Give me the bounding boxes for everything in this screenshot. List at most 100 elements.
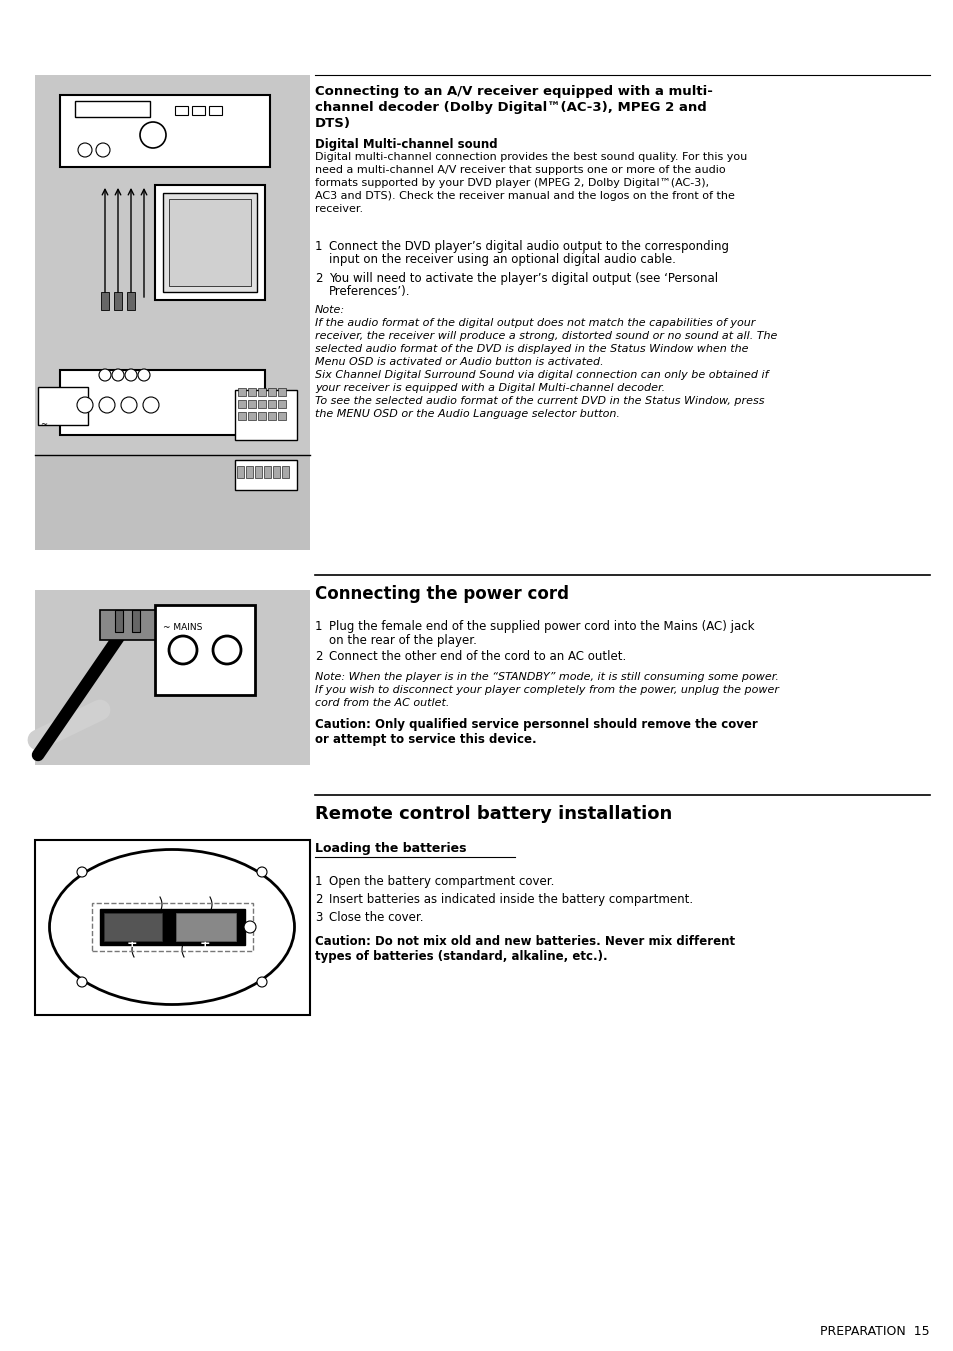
Text: To see the selected audio format of the current DVD in the Status Window, press: To see the selected audio format of the … [314,396,763,407]
Text: If the audio format of the digital output does not match the capabilities of you: If the audio format of the digital outpu… [314,317,755,328]
Bar [264,466,271,478]
Text: Note: When the player is in the “STANDBY” mode, it is still consuming some power: Note: When the player is in the “STANDBY… [314,671,778,682]
Text: 2: 2 [314,650,322,663]
Bar [35,590,310,765]
Bar [234,390,296,440]
Text: DTS): DTS) [314,118,351,130]
Bar [268,412,275,420]
Bar [35,76,310,550]
Bar [35,455,310,550]
Text: cord from the AC outlet.: cord from the AC outlet. [314,698,449,708]
Bar [75,101,150,118]
Bar [268,388,275,396]
Text: If you wish to disconnect your player completely from the power, unplug the powe: If you wish to disconnect your player co… [314,685,779,694]
Text: Caution: Do not mix old and new batteries. Never mix different: Caution: Do not mix old and new batterie… [314,935,735,948]
Text: You will need to activate the player’s digital output (see ‘Personal: You will need to activate the player’s d… [329,272,718,285]
Bar [277,388,286,396]
Text: or attempt to service this device.: or attempt to service this device. [314,734,536,746]
Text: Menu OSD is activated or Audio button is activated.: Menu OSD is activated or Audio button is… [314,357,603,367]
Text: receiver.: receiver. [314,204,363,213]
Circle shape [125,369,137,381]
Text: formats supported by your DVD player (MPEG 2, Dolby Digital™(AC-3),: formats supported by your DVD player (MP… [314,178,708,188]
Text: Loading the batteries: Loading the batteries [314,842,466,855]
Bar [174,105,188,115]
Text: Preferences’).: Preferences’). [329,285,410,299]
Circle shape [140,122,166,149]
Text: 1: 1 [314,875,322,888]
Bar [169,199,251,286]
Ellipse shape [50,850,294,1005]
Text: need a multi-channel A/V receiver that supports one or more of the audio: need a multi-channel A/V receiver that s… [314,165,725,176]
Bar [132,611,140,632]
Circle shape [244,921,255,934]
Text: input on the receiver using an optional digital audio cable.: input on the receiver using an optional … [329,253,675,266]
Bar [60,95,270,168]
Text: Close the cover.: Close the cover. [329,911,423,924]
Bar [237,412,246,420]
Text: AC3 and DTS). Check the receiver manual and the logos on the front of the: AC3 and DTS). Check the receiver manual … [314,190,734,201]
Circle shape [143,397,159,413]
Bar [100,909,245,944]
Circle shape [99,369,111,381]
Text: Caution: Only qualified service personnel should remove the cover: Caution: Only qualified service personne… [314,717,757,731]
Bar [209,105,222,115]
Text: Digital multi-channel connection provides the best sound quality. For this you: Digital multi-channel connection provide… [314,153,746,162]
Circle shape [78,143,91,157]
Bar [248,388,255,396]
Text: Digital Multi-channel sound: Digital Multi-channel sound [314,138,497,151]
Bar [60,370,265,435]
Text: channel decoder (Dolby Digital™(AC-3), MPEG 2 and: channel decoder (Dolby Digital™(AC-3), M… [314,101,706,113]
Bar [268,400,275,408]
Text: Connect the DVD player’s digital audio output to the corresponding: Connect the DVD player’s digital audio o… [329,240,728,253]
Text: 1: 1 [314,620,322,634]
Circle shape [169,636,196,663]
Bar [277,412,286,420]
Circle shape [112,369,124,381]
Bar [236,466,244,478]
Text: types of batteries (standard, alkaline, etc.).: types of batteries (standard, alkaline, … [314,950,607,963]
Text: +: + [200,938,211,950]
Bar [91,902,253,951]
Bar [248,400,255,408]
Circle shape [77,977,87,988]
Text: Remote control battery installation: Remote control battery installation [314,805,672,823]
Text: selected audio format of the DVD is displayed in the Status Window when the: selected audio format of the DVD is disp… [314,345,748,354]
Bar [175,913,235,942]
Text: Open the battery compartment cover.: Open the battery compartment cover. [329,875,554,888]
Bar [257,412,266,420]
Circle shape [256,977,267,988]
Text: Connecting to an A/V receiver equipped with a multi-: Connecting to an A/V receiver equipped w… [314,85,712,99]
Bar [101,292,109,309]
Text: 2: 2 [314,272,322,285]
Bar [237,400,246,408]
Bar [248,412,255,420]
Text: +: + [127,938,137,950]
Text: the MENU OSD or the Audio Language selector button.: the MENU OSD or the Audio Language selec… [314,409,619,419]
Text: receiver, the receiver will produce a strong, distorted sound or no sound at all: receiver, the receiver will produce a st… [314,331,777,340]
Bar [38,386,88,426]
Circle shape [77,397,92,413]
Circle shape [213,636,241,663]
Text: on the rear of the player.: on the rear of the player. [329,634,476,647]
Circle shape [77,867,87,877]
Circle shape [96,143,110,157]
Text: Connecting the power cord: Connecting the power cord [314,585,568,603]
Text: PREPARATION  15: PREPARATION 15 [820,1325,929,1337]
Bar [154,605,254,694]
Bar [257,388,266,396]
Bar [254,466,262,478]
Bar [154,185,265,300]
Text: 3: 3 [314,911,322,924]
Circle shape [121,397,137,413]
Text: ~: ~ [40,420,47,430]
Bar [163,193,256,292]
Text: Connect the other end of the cord to an AC outlet.: Connect the other end of the cord to an … [329,650,625,663]
Bar [282,466,289,478]
Bar [127,292,135,309]
Bar [113,292,122,309]
Bar [100,611,154,640]
Bar [35,840,310,1015]
Text: Six Channel Digital Surround Sound via digital connection can only be obtained i: Six Channel Digital Surround Sound via d… [314,370,768,380]
Circle shape [256,867,267,877]
Bar [257,400,266,408]
